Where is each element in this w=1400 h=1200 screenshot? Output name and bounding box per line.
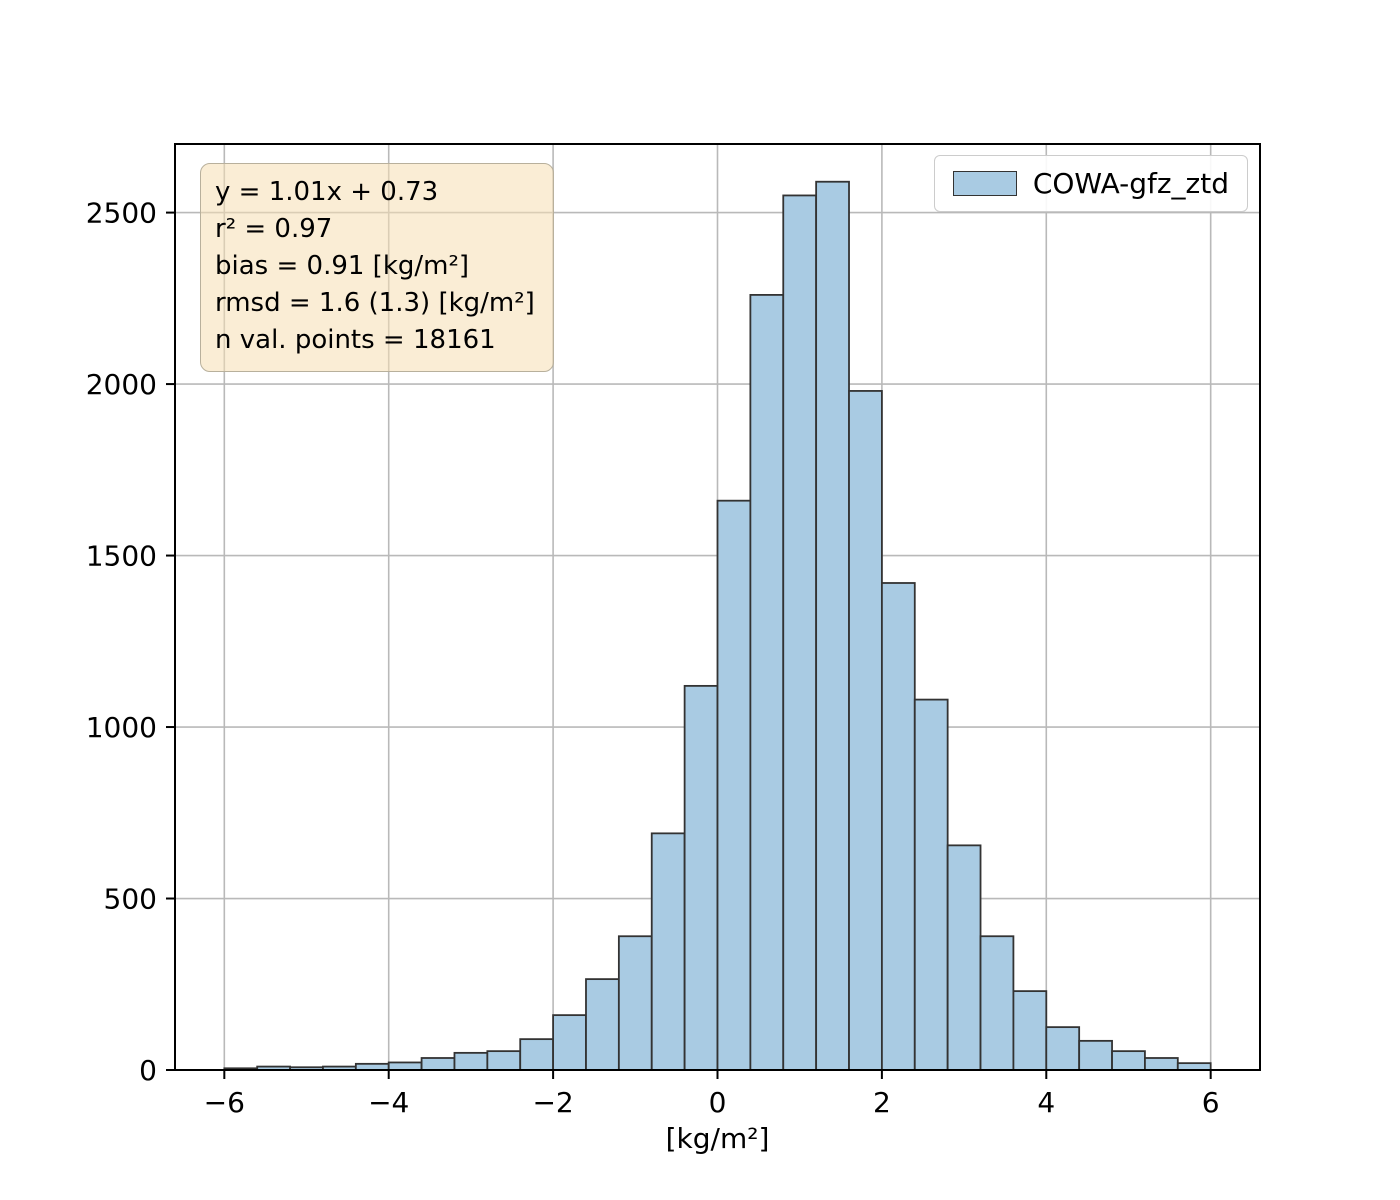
histogram-bar	[1078, 1039, 1113, 1071]
legend: COWA-gfz_ztd	[933, 155, 1248, 212]
histogram-bar	[848, 390, 883, 1071]
y-tick-label: 500	[104, 883, 157, 916]
stats-annotation: y = 1.01x + 0.73 r² = 0.97 bias = 0.91 […	[200, 163, 554, 372]
histogram-bar	[815, 180, 850, 1071]
histogram-bar	[552, 1014, 587, 1071]
histogram-bar	[1012, 990, 1048, 1071]
x-tick-label: −6	[204, 1086, 245, 1119]
y-tick-label: 0	[139, 1054, 157, 1087]
y-tick-label: 1000	[86, 711, 157, 744]
histogram-bar	[420, 1057, 456, 1071]
histogram-bar	[979, 935, 1015, 1071]
y-tick-label: 2000	[86, 368, 157, 401]
x-tick-label: 2	[873, 1086, 891, 1119]
histogram-bar	[387, 1061, 423, 1071]
histogram-bar	[782, 194, 818, 1071]
legend-swatch	[952, 171, 1017, 196]
histogram-bar	[650, 832, 686, 1071]
histogram-bar	[1111, 1050, 1146, 1071]
x-tick-label: 4	[1037, 1086, 1055, 1119]
histogram-bar	[749, 294, 785, 1071]
histogram-bar	[683, 684, 719, 1071]
y-tick-label: 2500	[86, 197, 157, 230]
histogram-bar	[519, 1038, 555, 1071]
histogram-bar	[486, 1050, 522, 1071]
stats-line-r2: r² = 0.97	[215, 214, 333, 244]
histogram-bar	[880, 582, 916, 1071]
x-tick-label: 6	[1202, 1086, 1220, 1119]
x-axis-label: [kg/m²]	[665, 1122, 770, 1155]
legend-label: COWA-gfz_ztd	[1032, 167, 1229, 200]
stats-line-bias: bias = 0.91 [kg/m²]	[215, 251, 470, 281]
histogram-bar	[913, 698, 949, 1071]
histogram-bar	[1176, 1062, 1212, 1071]
x-tick-label: 0	[709, 1086, 727, 1119]
histogram-bar	[585, 978, 620, 1071]
histogram-bar	[453, 1051, 489, 1071]
stats-line-rmsd: rmsd = 1.6 (1.3) [kg/m²]	[215, 288, 535, 318]
histogram-bar	[1144, 1057, 1179, 1071]
histogram-bar	[1045, 1026, 1081, 1071]
x-tick-label: −2	[532, 1086, 573, 1119]
stats-line-equation: y = 1.01x + 0.73	[215, 177, 439, 207]
histogram-bar	[617, 935, 653, 1071]
x-tick-label: −4	[368, 1086, 409, 1119]
y-tick-label: 1500	[86, 540, 157, 573]
histogram-bar	[946, 844, 982, 1071]
stats-line-npoints: n val. points = 18161	[215, 325, 496, 355]
histogram-bar	[716, 499, 752, 1071]
